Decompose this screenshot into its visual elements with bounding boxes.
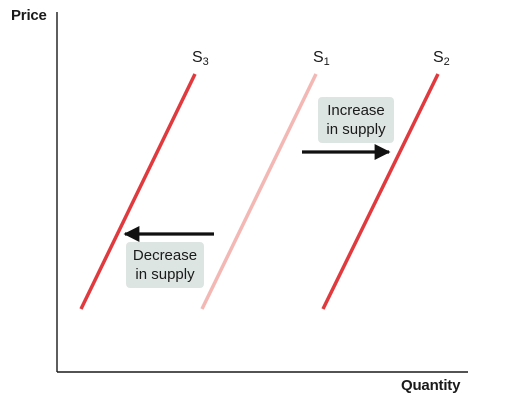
curve-label-s1: S1 bbox=[313, 49, 330, 68]
supply-curve-s1 bbox=[200, 73, 318, 310]
curve-label-s2-subscript: 2 bbox=[443, 56, 450, 68]
curve-label-s3-symbol: S bbox=[192, 49, 203, 66]
increase-callout-line1: Increase bbox=[327, 102, 385, 119]
decrease-callout-line2: in supply bbox=[135, 266, 195, 283]
decrease-in-supply-callout: Decrease in supply bbox=[126, 242, 204, 288]
increase-in-supply-callout: Increase in supply bbox=[318, 97, 394, 143]
x-axis-label: Quantity bbox=[401, 377, 461, 394]
decrease-callout-line1: Decrease bbox=[132, 247, 198, 264]
curve-label-s1-symbol: S bbox=[313, 49, 324, 66]
curve-label-s3: S3 bbox=[192, 49, 209, 68]
curve-label-s2-symbol: S bbox=[433, 49, 444, 66]
curve-label-s2: S2 bbox=[433, 49, 450, 68]
y-axis-label: Price bbox=[11, 7, 47, 24]
curve-label-s3-subscript: 3 bbox=[202, 56, 209, 68]
supply-curve-s2 bbox=[321, 73, 440, 310]
supply-curve-s3 bbox=[79, 73, 197, 310]
increase-callout-line2: in supply bbox=[326, 121, 386, 138]
curve-label-s1-subscript: 1 bbox=[323, 56, 330, 68]
